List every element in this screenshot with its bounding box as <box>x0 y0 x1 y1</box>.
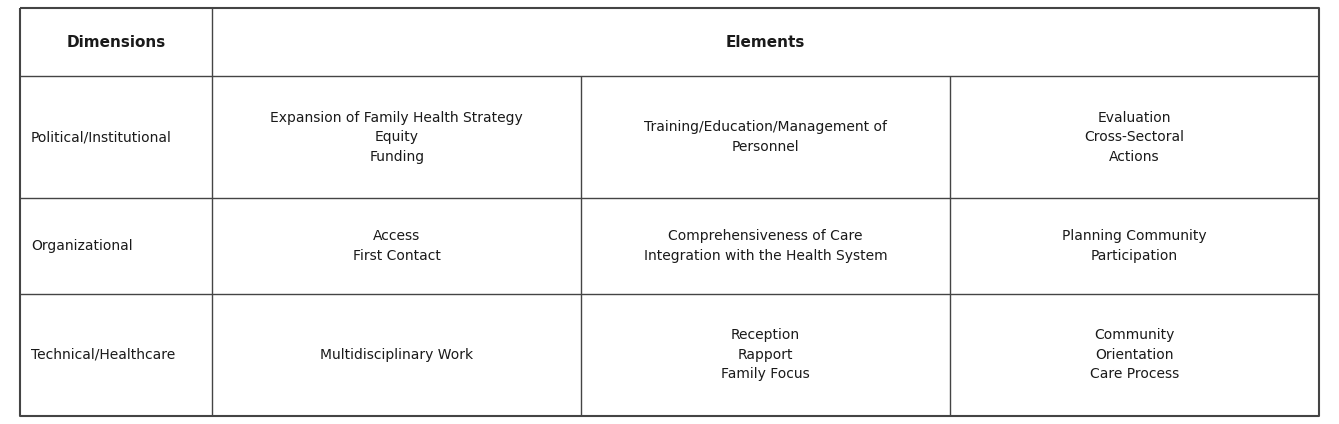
Text: Organizational: Organizational <box>31 239 133 253</box>
Text: Technical/Healthcare: Technical/Healthcare <box>31 348 175 362</box>
Text: Multidisciplinary Work: Multidisciplinary Work <box>320 348 473 362</box>
Text: Evaluation
Cross-Sectoral
Actions: Evaluation Cross-Sectoral Actions <box>1085 111 1185 164</box>
Text: Dimensions: Dimensions <box>67 35 166 50</box>
Text: Reception
Rapport
Family Focus: Reception Rapport Family Focus <box>722 328 810 381</box>
Text: Access
First Contact: Access First Contact <box>352 229 441 263</box>
Text: Political/Institutional: Political/Institutional <box>31 130 171 144</box>
Text: Planning Community
Participation: Planning Community Participation <box>1062 229 1206 263</box>
Text: Comprehensiveness of Care
Integration with the Health System: Comprehensiveness of Care Integration wi… <box>644 229 888 263</box>
Text: Community
Orientation
Care Process: Community Orientation Care Process <box>1090 328 1180 381</box>
Text: Expansion of Family Health Strategy
Equity
Funding: Expansion of Family Health Strategy Equi… <box>270 111 524 164</box>
Text: Training/Education/Management of
Personnel: Training/Education/Management of Personn… <box>644 120 888 154</box>
Text: Elements: Elements <box>726 35 805 50</box>
